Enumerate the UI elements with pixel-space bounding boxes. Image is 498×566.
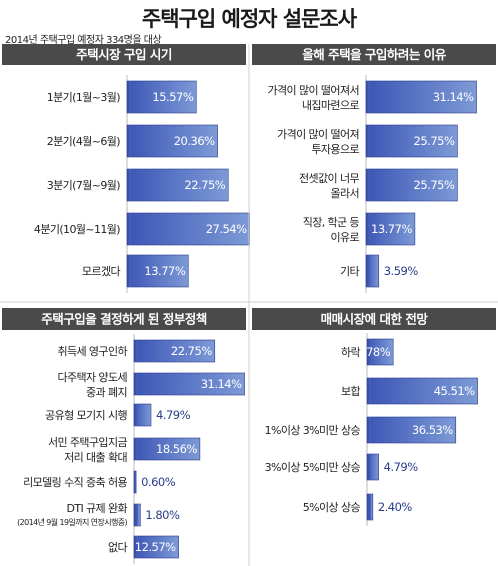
panel-4-title: 매매시장에 대한 전망 (321, 312, 429, 327)
bar-shade (367, 417, 371, 443)
category-label: DTI 규제 완화 (66, 502, 127, 515)
bar (126, 168, 229, 202)
category-label: 다주택자 양도세 (57, 371, 127, 384)
bar-value-label: 12.57% (135, 540, 176, 554)
survey-subtitle: 2014년 주택구입 예정자 334명을 대상 (5, 35, 162, 46)
category-label: 가격이 많이 떨어져 (277, 128, 359, 141)
panel-3-header (2, 308, 246, 330)
bar-shade (366, 169, 370, 201)
panel-3-title: 주택구입을 결정하게 된 정부정책 (41, 312, 207, 327)
bar-shade (367, 378, 371, 404)
bar-value-label: 1.80% (145, 508, 180, 522)
bar-shade (127, 213, 131, 245)
panel-1-header (2, 44, 246, 65)
bar-shade (367, 494, 371, 520)
category-label: 1%이상 3%미만 상승 (265, 424, 361, 437)
bar (126, 80, 197, 114)
bar-shade (134, 373, 138, 395)
bar (126, 254, 189, 288)
category-label: 공유형 모기지 시행 (45, 409, 127, 422)
bar-shade (127, 255, 131, 287)
category-label: 없다 (108, 541, 128, 554)
panel-2-title: 올해 주택을 구입하려는 이유 (302, 47, 447, 62)
bar-shade (134, 536, 138, 558)
category-label: 3분기(7월~9월) (47, 179, 121, 192)
panel-2-header (252, 44, 496, 65)
category-label: 서민 주택구입지금 (48, 436, 128, 449)
bar-value-label: 31.14% (433, 90, 474, 104)
category-label: 기타 (340, 265, 360, 278)
bar-shade (367, 454, 371, 480)
bar-value-label: 20.36% (174, 134, 215, 148)
category-label: 중과 폐지 (86, 386, 127, 399)
category-label: 리모델링 수직 증축 허용 (23, 476, 127, 489)
category-label: 1분기(1월~3월) (47, 91, 121, 104)
bar-value-label: 22.75% (184, 178, 225, 192)
category-label: 직장, 학군 등 (303, 216, 360, 229)
bar-value-label: 31.14% (201, 377, 242, 391)
category-label: 5%이상 상승 (303, 501, 361, 514)
category-label: 하락 (341, 345, 361, 359)
bar-value-label: 0.60% (141, 475, 176, 489)
panel-4-header (252, 308, 496, 330)
category-label: 취득세 영구인하 (57, 344, 127, 358)
category-label: 전셋값이 너무 (299, 172, 359, 185)
bar-value-label: 25.75% (414, 178, 455, 192)
bar-shade (366, 255, 370, 287)
category-label: 보합 (341, 385, 361, 398)
bar-shade (367, 339, 371, 365)
bar-shade (134, 404, 138, 426)
category-label: 2분기(4월~6월) (47, 135, 121, 148)
bar (366, 416, 457, 444)
category-label: 3%이상 5%미만 상승 (265, 461, 361, 474)
category-label: 올라서 (330, 187, 359, 200)
category-label: 가격이 많이 떨어져서 (268, 84, 359, 97)
bar-value-label: 4.79% (384, 460, 419, 474)
bar-value-label: 18.56% (156, 442, 197, 456)
bar-value-label: 25.75% (414, 134, 455, 148)
bar-shade (134, 438, 138, 460)
bar-value-label: 36.53% (412, 423, 453, 437)
bar-value-label: 2.40% (378, 500, 413, 514)
bar-shade (366, 213, 370, 245)
category-label: 이유로 (330, 231, 359, 244)
bar-shade (134, 340, 138, 362)
bar-value-label: 10.78% (349, 345, 390, 359)
bar-value-label: 13.77% (371, 222, 412, 236)
bar (126, 212, 250, 246)
panel-1-title: 주택시장 구입 시기 (76, 47, 172, 62)
bar-value-label: 3.59% (384, 264, 419, 278)
bar-value-label: 45.51% (434, 384, 475, 398)
bar (365, 212, 416, 246)
bar-shade (134, 504, 138, 526)
bar-value-label: 22.75% (171, 344, 212, 358)
bar-shade (366, 81, 370, 113)
bar-shade (127, 125, 131, 157)
page-title: 주택구입 예정자 설문조사 (141, 7, 357, 31)
bar-shade (127, 81, 131, 113)
category-label: 내집마련으로 (302, 99, 360, 112)
category-label: (2014년 9월 19일까지 연장시행중) (17, 517, 127, 527)
bar-value-label: 27.54% (206, 222, 247, 236)
category-label: 투자용으로 (311, 143, 359, 156)
category-label: 4분기(10월~11월) (34, 223, 120, 236)
category-label: 저리 대출 확대 (64, 451, 127, 464)
bar-value-label: 4.79% (156, 408, 191, 422)
bar (366, 338, 394, 366)
bar-value-label: 15.57% (152, 90, 193, 104)
category-label: 모르겠다 (82, 265, 121, 278)
bar (365, 168, 458, 202)
bar-value-label: 13.77% (144, 264, 185, 278)
bar-shade (127, 169, 131, 201)
bar-shade (134, 471, 137, 493)
bar-shade (366, 125, 370, 157)
